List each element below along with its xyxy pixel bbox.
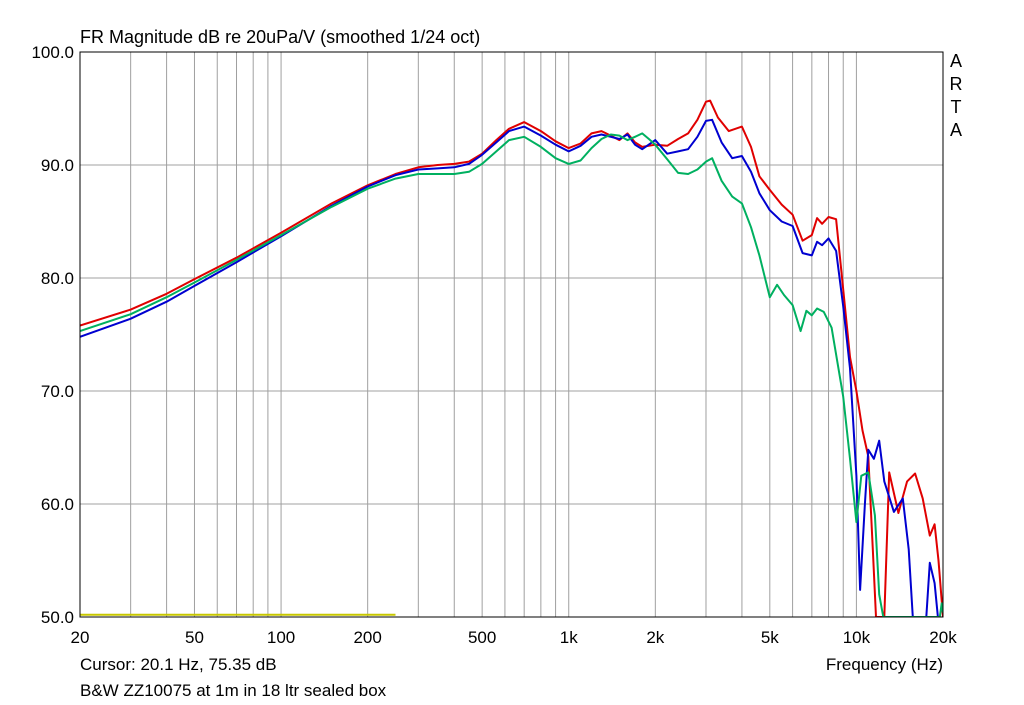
series-line-3 — [80, 132, 943, 617]
x-tick-label: 20k — [929, 628, 957, 647]
series-layer — [80, 99, 943, 617]
y-tick-label: 100.0 — [31, 43, 74, 62]
y-tick-label: 90.0 — [41, 156, 74, 175]
y-tick-label: 70.0 — [41, 382, 74, 401]
x-tick-label: 20 — [71, 628, 90, 647]
caption: B&W ZZ10075 at 1m in 18 ltr sealed box — [80, 681, 387, 700]
x-tick-label: 1k — [560, 628, 578, 647]
plot-frame — [79, 51, 944, 618]
watermark-letter: R — [950, 74, 963, 94]
y-tick-label: 60.0 — [41, 495, 74, 514]
x-tick-label: 200 — [353, 628, 381, 647]
x-tick-label: 2k — [646, 628, 664, 647]
x-tick-labels: 20 50 100 200 500 1k 2k 5k 10k 20k — [71, 628, 958, 647]
y-tick-label: 50.0 — [41, 608, 74, 627]
series-line-2 — [80, 118, 939, 617]
x-tick-label: 5k — [761, 628, 779, 647]
chart-title: FR Magnitude dB re 20uPa/V (smoothed 1/2… — [80, 27, 480, 47]
watermark-letter: A — [950, 51, 962, 71]
grid-layer — [80, 52, 943, 617]
x-tick-label: 50 — [185, 628, 204, 647]
x-axis-label: Frequency (Hz) — [826, 655, 943, 674]
y-tick-label: 80.0 — [41, 269, 74, 288]
y-tick-labels: 100.0 90.0 80.0 70.0 60.0 50.0 — [31, 43, 74, 627]
cursor-readout: Cursor: 20.1 Hz, 75.35 dB — [80, 655, 277, 674]
watermark-letter: T — [951, 97, 962, 117]
watermark-letter: A — [950, 120, 962, 140]
x-tick-label: 500 — [468, 628, 496, 647]
x-tick-label: 100 — [267, 628, 295, 647]
series-line-1 — [80, 99, 943, 617]
x-tick-label: 10k — [843, 628, 871, 647]
